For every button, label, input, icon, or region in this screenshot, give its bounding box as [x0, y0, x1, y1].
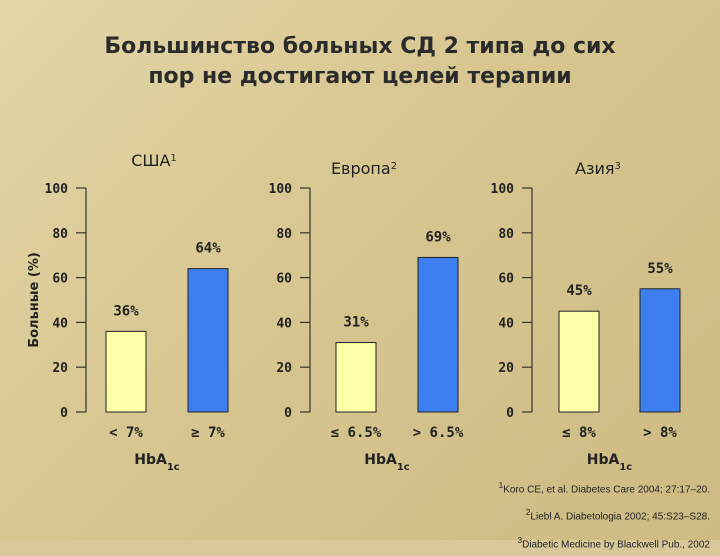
- y-tick-label: 40: [52, 316, 68, 331]
- y-axis-label: Больные (%): [27, 252, 42, 348]
- y-tick-label: 0: [506, 406, 514, 421]
- y-tick-label: 80: [52, 227, 68, 242]
- slide-title: Большинство больных СД 2 типа до сих пор…: [60, 32, 660, 92]
- bar: [558, 310, 600, 413]
- y-tick-label: 0: [284, 406, 292, 421]
- category-label: < 7%: [109, 425, 143, 441]
- chart-title: США1: [131, 151, 177, 170]
- reference-3: 3Diabetic Medicine by Blackwell Pub., 20…: [517, 534, 710, 550]
- y-tick-label: 60: [276, 272, 292, 287]
- data-label: 55%: [647, 261, 673, 277]
- data-label: 69%: [425, 229, 451, 245]
- reference-2: 2Liebl A. Diabetologia 2002; 45:S23–S28.: [525, 507, 710, 523]
- x-axis-label: HbA1c: [587, 452, 633, 473]
- reference-1: 1Koro CE, et al. Diabetes Care 2004; 27:…: [498, 480, 710, 496]
- title-line-2: пор не достигают целей терапии: [148, 64, 572, 89]
- y-tick-label: 60: [52, 272, 68, 287]
- bar: [639, 288, 681, 413]
- bar: [187, 268, 229, 413]
- bar: [105, 330, 147, 413]
- y-tick-label: 40: [276, 316, 292, 331]
- bar: [335, 342, 377, 413]
- x-axis-label: HbA1c: [134, 452, 180, 473]
- slide-background: [0, 0, 720, 540]
- y-tick-label: 100: [45, 182, 69, 197]
- y-tick-label: 60: [498, 272, 514, 287]
- category-label: > 6.5%: [413, 425, 464, 441]
- data-label: 64%: [195, 241, 221, 257]
- data-label: 31%: [343, 315, 369, 331]
- category-label: ≥ 7%: [191, 425, 225, 441]
- y-tick-label: 80: [276, 227, 292, 242]
- chart-title: Азия3: [575, 159, 621, 178]
- y-tick-label: 100: [269, 182, 293, 197]
- y-tick-label: 0: [60, 406, 68, 421]
- y-tick-label: 20: [276, 361, 292, 376]
- y-tick-label: 100: [491, 182, 515, 197]
- category-label: ≤ 6.5%: [331, 425, 382, 441]
- y-tick-label: 20: [52, 361, 68, 376]
- y-tick-label: 80: [498, 227, 514, 242]
- data-label: 36%: [113, 303, 139, 319]
- x-axis-label: HbA1c: [364, 452, 410, 473]
- bar: [417, 256, 459, 413]
- category-label: > 8%: [643, 425, 677, 441]
- category-label: ≤ 8%: [562, 425, 596, 441]
- y-tick-label: 40: [498, 316, 514, 331]
- title-line-1: Большинство больных СД 2 типа до сих: [104, 34, 616, 59]
- references: 1Koro CE, et al. Diabetes Care 2004; 27:…: [380, 474, 710, 556]
- charts-area: Больные (%) 0 20 40 60 80 100 США1 36% < 7% 64% ≥ …: [27, 151, 681, 473]
- chart-title: Европа2: [331, 159, 397, 178]
- data-label: 45%: [566, 283, 592, 299]
- y-tick-label: 20: [498, 361, 514, 376]
